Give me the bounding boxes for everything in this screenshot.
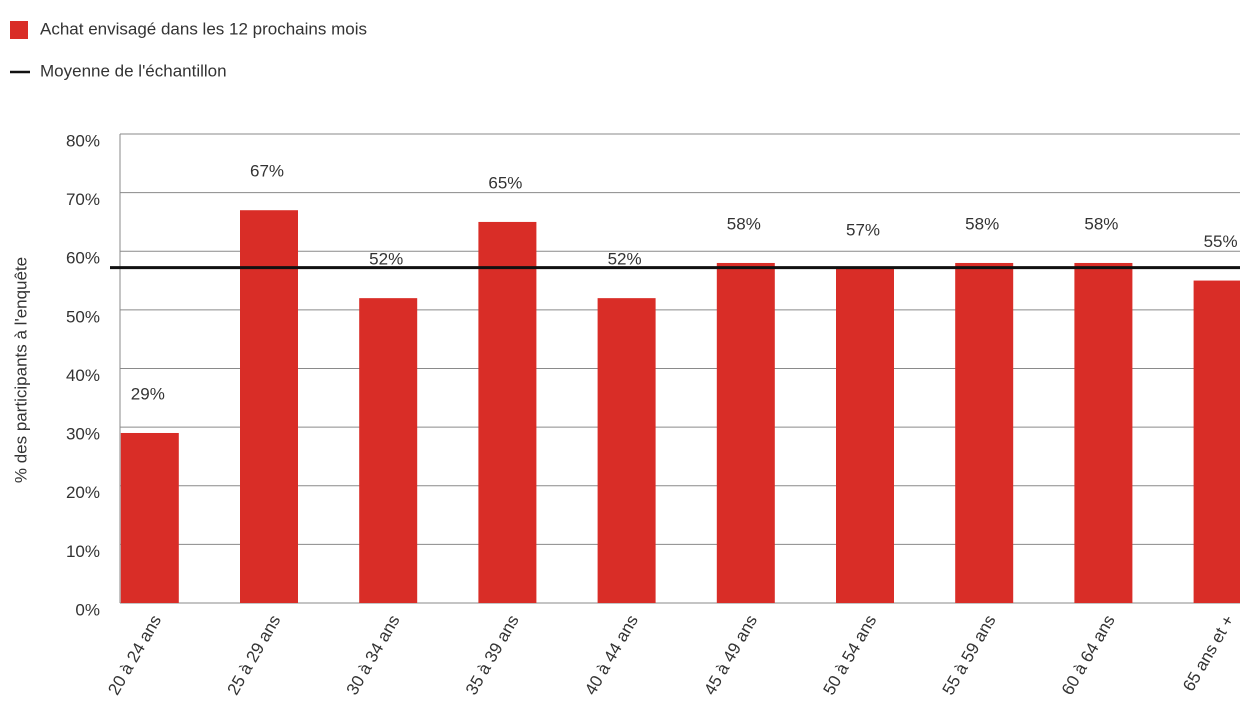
y-tick-label: 0% xyxy=(75,600,100,619)
data-label: 52% xyxy=(369,250,403,269)
y-tick-label: 80% xyxy=(66,131,100,150)
bar xyxy=(1074,262,1133,603)
y-tick-label: 10% xyxy=(66,542,100,561)
y-tick-label: 50% xyxy=(66,307,100,326)
data-label: 58% xyxy=(965,214,999,233)
x-tick-label: 50 à 54 ans xyxy=(819,612,880,698)
x-tick-label: 45 à 49 ans xyxy=(700,612,761,698)
x-tick-label: 55 à 59 ans xyxy=(939,612,1000,698)
data-label: 52% xyxy=(608,250,642,269)
legend-swatch xyxy=(10,21,28,39)
bar xyxy=(1193,280,1240,603)
bar xyxy=(478,221,537,603)
bar xyxy=(359,298,418,603)
data-label: 67% xyxy=(250,162,284,181)
bar xyxy=(955,262,1014,603)
data-label: 58% xyxy=(1084,214,1118,233)
data-label: 57% xyxy=(846,220,880,239)
x-tick-label: 35 à 39 ans xyxy=(462,612,523,698)
x-tick-label: 40 à 44 ans xyxy=(581,612,642,698)
x-tick-label: 30 à 34 ans xyxy=(343,612,404,698)
x-tick-label: 20 à 24 ans xyxy=(104,612,165,698)
y-tick-label: 30% xyxy=(66,425,100,444)
data-label: 29% xyxy=(131,384,165,403)
legend-label: Achat envisagé dans les 12 prochains moi… xyxy=(40,19,367,38)
y-tick-label: 20% xyxy=(66,483,100,502)
bar xyxy=(716,262,775,603)
bar xyxy=(120,432,179,603)
y-tick-label: 60% xyxy=(66,249,100,268)
x-tick-label: 60 à 64 ans xyxy=(1058,612,1119,698)
y-tick-label: 40% xyxy=(66,366,100,385)
y-tick-label: 70% xyxy=(66,190,100,209)
data-label: 58% xyxy=(727,214,761,233)
data-label: 55% xyxy=(1204,232,1238,251)
legend-label: Moyenne de l'échantillon xyxy=(40,61,227,80)
bar xyxy=(240,210,298,603)
bar xyxy=(597,298,656,603)
bar xyxy=(836,268,894,603)
x-tick-label: 65 ans et + xyxy=(1179,612,1238,695)
y-axis-title: % des participants à l'enquête xyxy=(11,257,30,483)
data-label: 65% xyxy=(488,173,522,192)
x-tick-label: 25 à 29 ans xyxy=(223,612,284,698)
